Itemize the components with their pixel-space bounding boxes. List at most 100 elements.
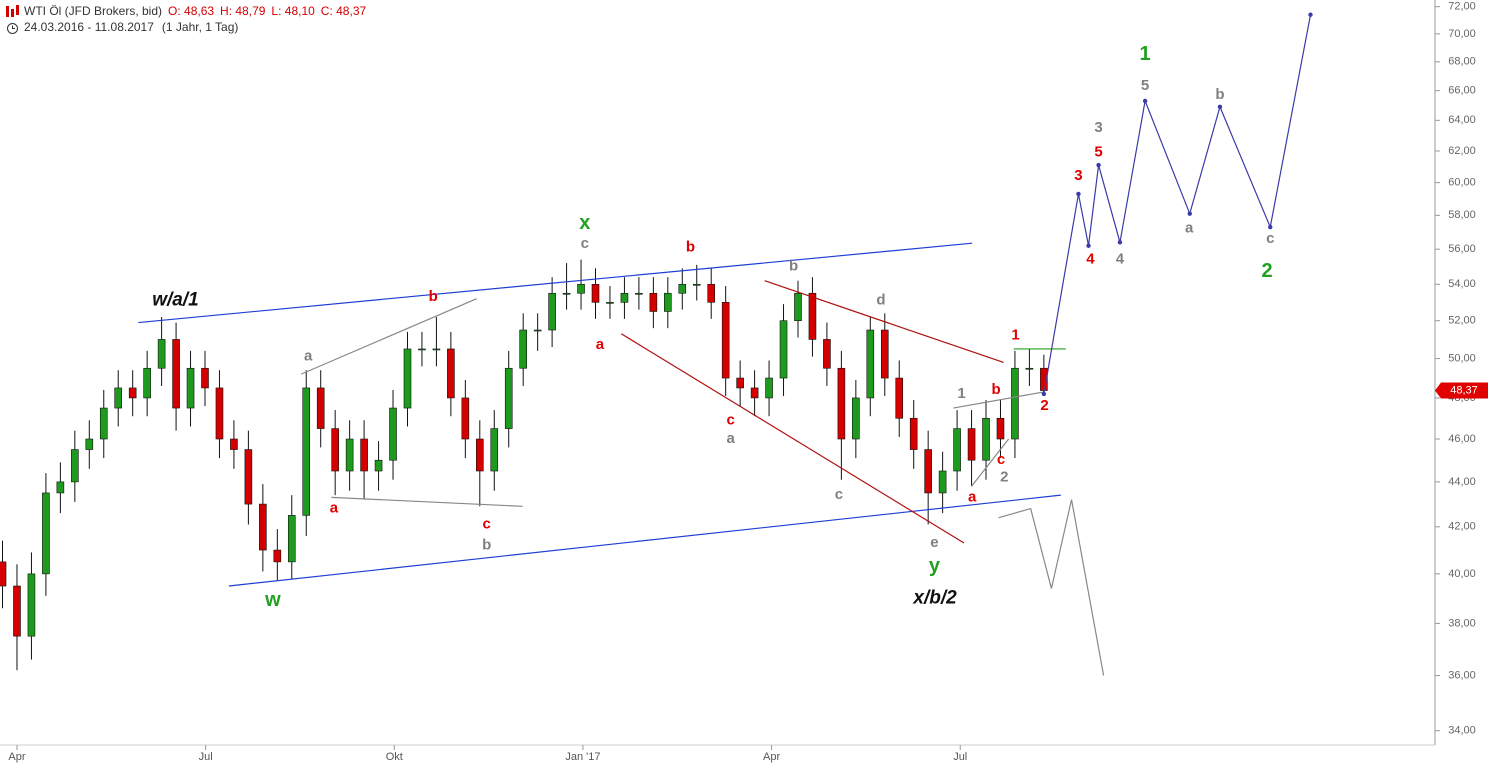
- wave-label: 4: [1086, 251, 1095, 268]
- candle-body: [172, 339, 180, 409]
- wave-label: b: [686, 238, 695, 255]
- candle-body: [0, 561, 7, 587]
- vertex-marker: [1142, 98, 1148, 104]
- x-tick-label: Jul: [953, 751, 967, 763]
- candle-body: [418, 348, 426, 351]
- vertex-marker: [1187, 211, 1192, 216]
- wave-label: a: [727, 430, 736, 447]
- candle-body: [721, 302, 730, 379]
- trend-line: [971, 438, 1010, 487]
- ohlc-value: O: 48,63: [168, 4, 214, 18]
- candle-body: [360, 438, 368, 472]
- wave-label: 2: [1262, 260, 1273, 282]
- wave-label: x/b/2: [912, 587, 957, 608]
- clock-icon: [7, 23, 18, 34]
- wave-label: 5: [1141, 77, 1149, 94]
- candle-body: [620, 292, 629, 303]
- wave-label: d: [876, 291, 885, 308]
- y-tick-label: 60,00: [1448, 177, 1476, 189]
- wave-label: c: [483, 515, 491, 532]
- candle-body: [750, 387, 759, 399]
- wave-label: b: [1215, 86, 1224, 103]
- candle-body: [692, 283, 701, 286]
- candle-body: [27, 573, 36, 637]
- candle-body: [259, 503, 267, 551]
- candle-body: [606, 302, 614, 304]
- candle-body: [1011, 367, 1019, 440]
- wave-label: 2: [1000, 468, 1008, 485]
- wave-label: 2: [1040, 397, 1048, 414]
- y-tick-label: 58,00: [1448, 209, 1476, 221]
- trend-line: [764, 280, 1004, 363]
- candle-body: [909, 417, 918, 450]
- candle-body: [823, 339, 831, 369]
- candle-body: [13, 585, 21, 637]
- candle-body: [794, 292, 802, 322]
- wave-label: 4: [1116, 251, 1125, 268]
- wave-label: 1: [957, 385, 965, 402]
- candle-body: [982, 417, 990, 461]
- wave-label: b: [429, 288, 438, 305]
- wave-label: w/a/1: [152, 290, 198, 311]
- y-tick-label: 68,00: [1448, 56, 1476, 68]
- candle-body: [56, 481, 65, 494]
- trend-line: [228, 494, 1061, 587]
- trend-line: [138, 242, 973, 324]
- vertex-marker: [1217, 104, 1223, 110]
- candle-body: [519, 329, 527, 369]
- vertex-marker: [1041, 391, 1047, 397]
- candle-body: [852, 397, 860, 440]
- candle-body: [765, 377, 773, 399]
- candle-body: [215, 387, 224, 440]
- candle-body: [85, 438, 94, 450]
- y-tick-label: 54,00: [1448, 278, 1476, 290]
- candle-body: [230, 438, 238, 450]
- ohlc-value: L: 48,10: [271, 4, 315, 18]
- wave-label: e: [930, 534, 938, 551]
- trend-line: [1043, 14, 1312, 395]
- y-tick-label: 64,00: [1448, 114, 1476, 126]
- y-tick-label: 34,00: [1448, 725, 1476, 737]
- candle-body: [114, 387, 123, 409]
- wave-label: a: [330, 500, 339, 517]
- wave-label: x: [579, 212, 590, 234]
- vertex-marker: [1268, 224, 1273, 230]
- candle-body: [331, 428, 339, 472]
- candle-body: [967, 428, 976, 461]
- candle-body: [736, 377, 744, 389]
- candle-body: [591, 283, 600, 303]
- candle-body: [403, 348, 412, 409]
- wave-label: a: [596, 336, 605, 353]
- candle-body: [953, 428, 961, 472]
- candle-body: [389, 407, 397, 461]
- candle-body: [461, 397, 470, 440]
- candle-body: [895, 377, 904, 419]
- candle-body: [1025, 367, 1034, 370]
- candle-body: [808, 292, 817, 340]
- vertex-marker: [1117, 240, 1123, 245]
- wave-label: 3: [1094, 119, 1102, 136]
- wave-label: 3: [1074, 167, 1082, 184]
- candle-body: [201, 367, 209, 389]
- candle-body: [302, 387, 311, 516]
- candle-body: [244, 449, 253, 505]
- trend-line: [620, 333, 965, 544]
- wave-label: b: [789, 258, 798, 275]
- candle-body: [866, 329, 875, 399]
- trend-line: [300, 298, 477, 375]
- candle-body: [924, 449, 932, 494]
- candle-body: [504, 367, 513, 429]
- candle-body: [880, 329, 889, 379]
- candle-body: [287, 515, 296, 563]
- candle-body: [548, 292, 556, 331]
- period: (1 Jahr, 1 Tag): [162, 20, 239, 34]
- wave-label: c: [581, 235, 589, 252]
- candle-body: [186, 367, 195, 409]
- candle-body: [577, 283, 585, 294]
- candle-body: [316, 387, 325, 429]
- y-tick-label: 56,00: [1448, 243, 1476, 255]
- candle-body: [447, 348, 455, 399]
- candle-body: [345, 438, 354, 472]
